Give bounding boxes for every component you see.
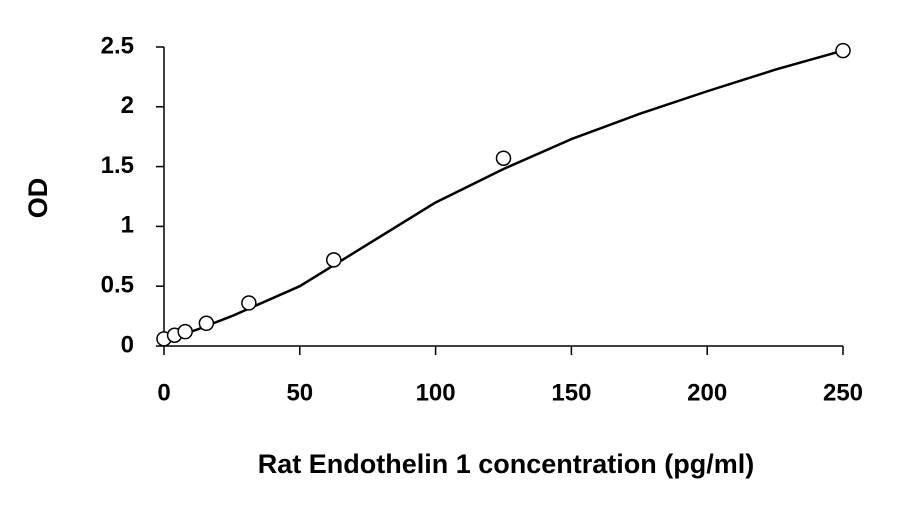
data-point xyxy=(835,42,851,59)
y-tick-label: 1.5 xyxy=(101,152,134,179)
data-point xyxy=(326,252,342,268)
fit-curve xyxy=(163,49,844,343)
data-point xyxy=(241,295,257,311)
x-tick-label: 250 xyxy=(823,379,863,406)
x-tick-label: 200 xyxy=(687,379,727,406)
data-point xyxy=(177,323,193,340)
x-axis-title: Rat Endothelin 1 concentration (pg/ml) xyxy=(258,449,755,479)
y-tick-label: 0.5 xyxy=(101,272,134,299)
data-point xyxy=(495,150,512,166)
x-tick-label: 100 xyxy=(416,379,456,406)
y-axis-title: OD xyxy=(23,178,53,219)
x-tick-label: 50 xyxy=(286,379,313,406)
y-tick-label: 2 xyxy=(121,92,134,119)
y-tick-label: 1 xyxy=(121,212,134,239)
x-tick-label: 150 xyxy=(551,379,591,406)
y-tick-label: 2.5 xyxy=(101,32,134,59)
x-tick-label: 0 xyxy=(157,379,170,406)
data-point xyxy=(198,315,215,332)
y-tick-label: 0 xyxy=(121,331,134,358)
